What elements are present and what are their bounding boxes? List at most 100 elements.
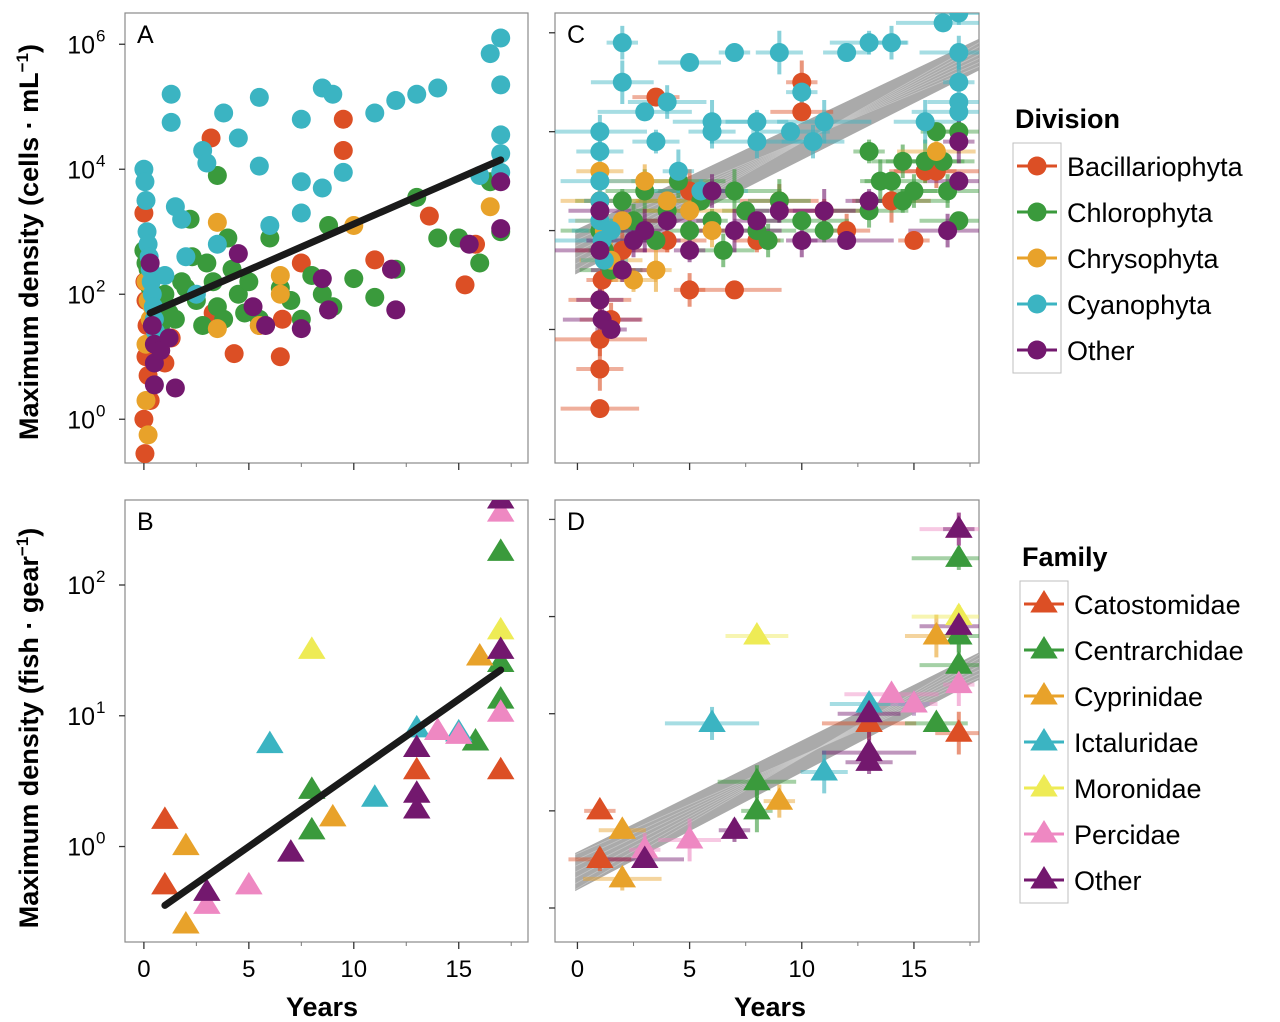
data-point	[590, 399, 610, 419]
data-point	[945, 544, 973, 567]
data-point	[612, 33, 632, 53]
data-point	[945, 719, 973, 742]
data-point	[608, 864, 637, 888]
legend-item: Other	[1017, 336, 1135, 366]
data-point	[249, 87, 269, 107]
legend-item: Chlorophyta	[1017, 198, 1214, 228]
y-tick-exponent: 0	[96, 401, 105, 420]
data-point	[945, 651, 973, 674]
panel-letter-b: B	[137, 508, 154, 536]
y-tick-exponent: 0	[96, 829, 105, 848]
y-tick-exponent: 2	[96, 567, 105, 586]
legend-division-frame	[1012, 142, 1062, 374]
data-point	[646, 132, 666, 152]
data-point	[197, 253, 217, 273]
data-point	[491, 28, 511, 48]
data-point	[272, 309, 292, 329]
data-point	[298, 816, 326, 840]
data-point	[228, 244, 248, 264]
plot-area-c	[555, 13, 979, 419]
data-point	[291, 109, 311, 129]
data-point	[486, 616, 515, 640]
data-point	[323, 84, 343, 104]
fit-sample-line	[575, 58, 979, 247]
data-point	[491, 75, 511, 95]
data-point	[151, 806, 179, 829]
data-point	[635, 102, 655, 122]
legend-key-marker	[1030, 682, 1058, 705]
data-point	[403, 795, 431, 819]
data-point	[486, 636, 515, 659]
data-point	[298, 636, 326, 659]
data-point	[365, 287, 385, 307]
legend-item-label: Centrarchidae	[1074, 636, 1244, 666]
y-tick-exponent: 6	[96, 26, 105, 45]
data-point	[249, 156, 269, 176]
data-point	[243, 297, 263, 317]
data-point	[298, 776, 326, 799]
legend-division: Division Bacillariophyta Chlorophyta Chrys…	[1012, 104, 1244, 374]
data-point	[675, 826, 704, 849]
y-tick-label: 10	[67, 703, 95, 731]
data-point	[859, 141, 879, 161]
data-point	[855, 699, 883, 723]
x-tick-label: 10	[788, 956, 815, 983]
data-point	[724, 221, 744, 241]
y-tick-label: 10	[67, 572, 95, 600]
legend-item: Catostomidae	[1024, 590, 1241, 620]
data-point	[945, 515, 973, 538]
data-point	[747, 211, 767, 231]
data-point	[159, 328, 179, 348]
y-tick-exponent: 1	[96, 698, 105, 717]
data-point	[142, 316, 162, 335]
data-point	[747, 112, 767, 132]
plot-frame-b	[124, 499, 529, 943]
legend-item: Cyprinidae	[1024, 682, 1203, 712]
data-point	[612, 72, 632, 92]
x-tick-label: 0	[137, 956, 150, 983]
data-point	[680, 240, 700, 260]
data-point	[486, 686, 515, 709]
data-point	[590, 240, 610, 260]
data-point	[724, 43, 744, 63]
data-point	[743, 796, 771, 820]
data-point	[172, 911, 200, 934]
data-point	[814, 201, 834, 221]
legend-item: Percidae	[1024, 820, 1181, 850]
y-tick-label: 10	[67, 31, 95, 59]
data-point	[608, 816, 637, 839]
legend-key-marker	[1030, 636, 1058, 659]
data-point	[239, 272, 259, 292]
data-point	[459, 234, 479, 254]
legend-key-marker	[1027, 294, 1047, 314]
data-point	[855, 748, 883, 771]
legend-item: Centrarchidae	[1024, 636, 1244, 666]
legend-item: Chrysophyta	[1017, 244, 1220, 274]
data-point	[193, 878, 221, 901]
data-point	[465, 642, 494, 666]
data-point	[877, 680, 906, 703]
data-point	[214, 103, 234, 123]
data-point	[270, 347, 290, 367]
data-point	[680, 52, 700, 72]
data-point	[419, 206, 439, 226]
data-point	[277, 839, 305, 862]
data-point	[590, 290, 610, 310]
data-point	[949, 171, 969, 191]
plot-area-d	[568, 512, 979, 892]
data-point	[915, 112, 935, 132]
data-point	[949, 132, 969, 152]
data-point	[949, 13, 969, 23]
legend-key-marker	[1030, 728, 1058, 751]
data-point	[176, 247, 196, 267]
data-point	[291, 253, 311, 273]
data-point	[386, 91, 406, 110]
data-point	[256, 316, 276, 335]
legend-family-title: Family	[1022, 542, 1108, 572]
data-point	[720, 816, 749, 839]
data-point	[312, 269, 332, 289]
data-point	[769, 201, 789, 221]
data-point	[151, 871, 179, 895]
